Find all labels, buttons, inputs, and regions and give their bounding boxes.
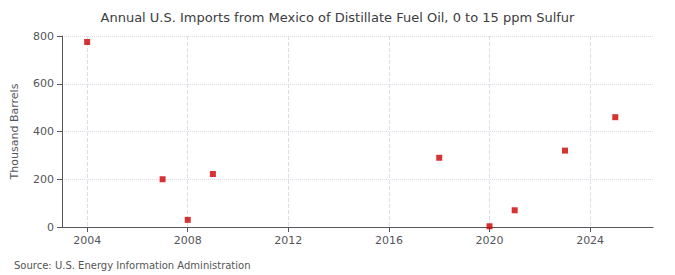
svg-text:600: 600 xyxy=(33,77,54,90)
svg-text:2004: 2004 xyxy=(73,234,101,247)
svg-text:Thousand Barrels: Thousand Barrels xyxy=(8,83,21,180)
svg-text:400: 400 xyxy=(33,125,54,138)
svg-text:Annual U.S. Imports from Mexic: Annual U.S. Imports from Mexico of Disti… xyxy=(101,10,576,25)
svg-text:2016: 2016 xyxy=(375,234,403,247)
svg-text:800: 800 xyxy=(33,30,54,43)
svg-text:0: 0 xyxy=(47,221,54,234)
svg-text:2008: 2008 xyxy=(174,234,202,247)
svg-text:2012: 2012 xyxy=(274,234,302,247)
svg-text:Source: U.S. Energy Informatio: Source: U.S. Energy Information Administ… xyxy=(14,260,251,271)
svg-text:200: 200 xyxy=(33,173,54,186)
svg-text:2020: 2020 xyxy=(476,234,504,247)
svg-text:2024: 2024 xyxy=(576,234,604,247)
